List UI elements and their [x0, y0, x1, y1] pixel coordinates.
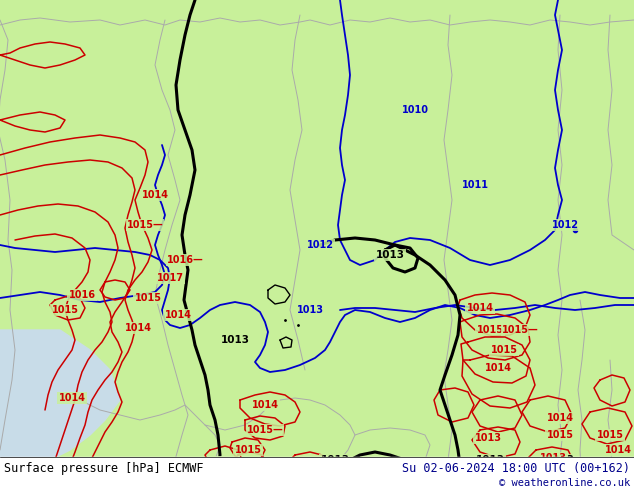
- Text: © weatheronline.co.uk: © weatheronline.co.uk: [499, 478, 630, 489]
- Text: 1015: 1015: [235, 445, 261, 455]
- Text: 1013: 1013: [474, 433, 501, 443]
- Text: 1015—: 1015—: [247, 425, 283, 435]
- Text: 1014: 1014: [484, 363, 512, 373]
- Text: 1010: 1010: [401, 105, 429, 115]
- Text: 1015: 1015: [547, 430, 574, 440]
- Text: 1012: 1012: [306, 240, 333, 250]
- Text: 1017: 1017: [157, 273, 183, 283]
- Text: 1013: 1013: [221, 335, 250, 345]
- Text: 1013: 1013: [321, 455, 349, 465]
- Text: 1011: 1011: [462, 180, 489, 190]
- Bar: [0, 457, 634, 490]
- Text: Surface pressure [hPa] ECMWF: Surface pressure [hPa] ECMWF: [4, 462, 204, 475]
- Text: 1015: 1015: [477, 325, 503, 335]
- Polygon shape: [0, 330, 120, 465]
- Text: Su 02-06-2024 18:00 UTC (00+162): Su 02-06-2024 18:00 UTC (00+162): [402, 462, 630, 475]
- Text: 1013: 1013: [476, 455, 505, 465]
- Text: 1015: 1015: [51, 305, 79, 315]
- Text: 1014: 1014: [252, 400, 278, 410]
- Text: 1014: 1014: [124, 323, 152, 333]
- Text: 1014: 1014: [212, 457, 238, 467]
- Text: 1013: 1013: [297, 305, 323, 315]
- Text: 1014: 1014: [141, 190, 169, 200]
- Text: 1014: 1014: [467, 303, 493, 313]
- Text: 1015: 1015: [134, 293, 162, 303]
- Text: 1015—: 1015—: [501, 325, 538, 335]
- Text: 1015: 1015: [597, 430, 623, 440]
- Text: 1014: 1014: [58, 393, 86, 403]
- Text: 1015—: 1015—: [127, 220, 164, 230]
- Text: 1016—: 1016—: [167, 255, 204, 265]
- Text: 1013: 1013: [375, 250, 404, 260]
- Text: 1013: 1013: [540, 453, 567, 463]
- Text: 1015: 1015: [491, 345, 517, 355]
- Text: 1013: 1013: [545, 455, 574, 465]
- Text: 1014: 1014: [164, 310, 191, 320]
- Text: 1014: 1014: [604, 445, 631, 455]
- Text: 1014: 1014: [547, 413, 574, 423]
- Text: 1012: 1012: [552, 220, 578, 230]
- Text: 1016: 1016: [68, 290, 96, 300]
- Text: 1016: 1016: [257, 460, 283, 470]
